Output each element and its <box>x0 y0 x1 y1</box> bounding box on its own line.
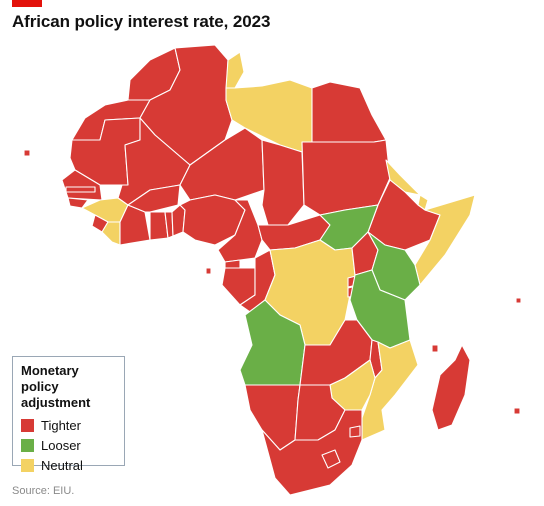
country-ivory-coast <box>119 204 151 246</box>
map-title: African policy interest rate, 2023 <box>12 12 271 31</box>
country-niger <box>179 127 265 201</box>
country-sudan <box>301 139 391 216</box>
map-legend: Monetary policy adjustment Tighter Loose… <box>12 356 125 473</box>
legend-item-looser: Looser <box>21 435 116 455</box>
country-cape-verde <box>23 149 31 157</box>
legend-label-looser: Looser <box>41 437 81 453</box>
legend-title: Monetary policy adjustment <box>21 363 91 410</box>
country-mauritius <box>513 407 521 415</box>
country-sao-tome-and-principe <box>205 267 212 275</box>
country-namibia <box>244 384 301 451</box>
country-madagascar <box>431 344 471 431</box>
legend-swatch-neutral <box>21 458 34 472</box>
country-tunisia <box>225 51 245 89</box>
source-note: Source: EIU. <box>12 485 75 497</box>
country-eswatini <box>349 425 361 438</box>
country-egypt <box>311 81 387 143</box>
africa-map <box>23 44 522 496</box>
brand-accent-bar <box>12 0 42 7</box>
country-south-africa <box>261 409 363 496</box>
country-seychelles <box>515 297 522 304</box>
legend-label-tighter: Tighter <box>41 417 81 433</box>
legend-swatch-looser <box>21 438 34 452</box>
legend-swatch-tighter <box>21 418 34 432</box>
country-chad <box>261 139 305 226</box>
country-comoros <box>431 344 439 353</box>
country-lesotho <box>321 449 341 469</box>
legend-label-neutral: Neutral <box>41 457 83 473</box>
legend-item-tighter: Tighter <box>21 415 116 435</box>
country-burkina-faso <box>127 184 181 213</box>
country-eritrea <box>385 159 421 196</box>
country-gambia <box>65 186 96 193</box>
country-kenya <box>367 231 421 301</box>
country-equatorial-guinea <box>224 259 241 269</box>
legend-item-neutral: Neutral <box>21 455 116 475</box>
